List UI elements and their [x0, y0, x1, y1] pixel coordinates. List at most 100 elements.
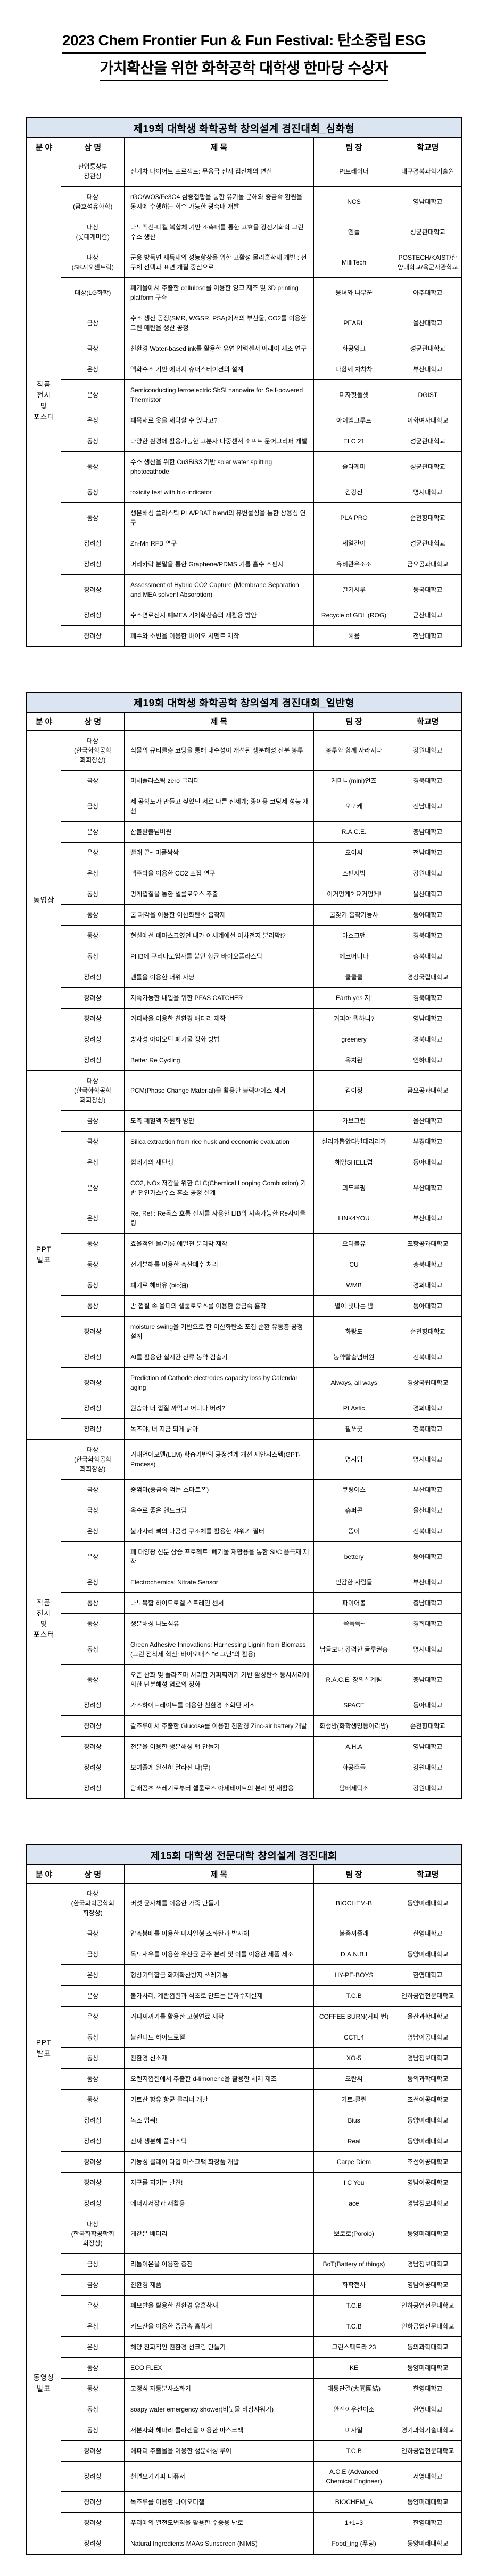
title-cell: 미세플라스틱 zero 글리터 — [124, 770, 314, 791]
award-cell: 금상 — [61, 307, 125, 338]
category-cell: 작품 전시 및 포스터 — [26, 155, 62, 647]
table-row: 은상 맥주박을 이용한 CO2 포집 연구 스펀지박 강원대학교 — [27, 863, 462, 884]
title-cell: 지속가능한 내일을 위한 PFAS CATCHER — [124, 987, 314, 1009]
team-cell: 별이 빛나는 밤 — [313, 1295, 395, 1317]
title-cell: 도축 폐혈액 자원화 방안 — [124, 1110, 314, 1132]
table-row: 장려상 moisture swing을 기반으로 한 이산화탄소 포집 순환 유동… — [27, 1316, 462, 1347]
team-cell: 남들보다 강력한 글루권총 — [313, 1634, 395, 1665]
school-cell: 경남정보대학교 — [394, 2253, 462, 2275]
title-cell: 폐모발을 활용한 친환경 유흡착재 — [124, 2294, 314, 2316]
team-cell: 필쏘굿 — [313, 1418, 395, 1440]
table-row: 동상 멍게껍질을 통한 셀룰로오스 추출 이거멍게? 요거멍게! 울산대학교 — [27, 884, 462, 905]
column-header: 상 명 — [61, 712, 125, 731]
school-cell: 인하공업전문대학교 — [394, 2294, 462, 2316]
table-row: 동상 밤 껍질 속 율피의 셀룰로오스를 이용한 중금속 흡착 별이 빛나는 밤 동아… — [27, 1295, 462, 1317]
column-header: 팀 장 — [313, 1864, 395, 1884]
column-header: 학교명 — [394, 137, 462, 156]
team-cell: 오이씨 — [313, 842, 395, 863]
school-cell: 전남대학교 — [394, 791, 462, 822]
table-row: 동상 soapy water emergency shower(비눗물 비상샤워기… — [27, 2398, 462, 2420]
title-cell: 굴 패각을 이용한 이산화탄소 흡착제 — [124, 904, 314, 926]
table-row: 금상 세 공학도가 만들고 싶었던 서로 다른 신세계; 종이용 코팅제 성능 개… — [27, 791, 462, 822]
title-cell: 진짜 생분해 플라스틱 — [124, 2130, 314, 2152]
team-cell: CU — [313, 1254, 395, 1275]
team-cell: 굴찾기 흡착기능사 — [313, 904, 395, 926]
team-cell: PLA PRO — [313, 502, 395, 533]
team-cell: 아이엠그루트 — [313, 409, 395, 431]
title-cell: 나노멕신-니켈 복합체 기반 조촉매를 통한 고효율 광전기화학 그린 수소 생… — [124, 216, 314, 247]
award-cell: 장려상 — [61, 1418, 125, 1440]
table-row: 장려상 보여줄게 완전히 달라진 나(무) 화공주들 강원대학교 — [27, 1757, 462, 1778]
table-row: 장려상 커피박을 이용한 친환경 배터리 제작 커피야 뭐하니? 영남대학교 — [27, 1008, 462, 1029]
table-row: 은상 폐모발을 활용한 친환경 유흡착재 T.C.B 인하공업전문대학교 — [27, 2294, 462, 2316]
school-cell: 강원대학교 — [394, 730, 462, 771]
school-cell: 울산대학교 — [394, 1500, 462, 1521]
team-cell: 키토-클린 — [313, 2088, 395, 2110]
school-cell: 인하대학교 — [394, 1050, 462, 1071]
title-cell: 오존 산화 및 플라즈마 처리한 커피찌꺼기 기반 활성탄소 동시처리에 의한 … — [124, 1664, 314, 1695]
table-title-row: 제19회 대학생 화학공학 창의설계 경진대회_일반형 — [26, 692, 462, 713]
title-cell: 방사성 아이오딘 폐기물 정화 방법 — [124, 1029, 314, 1050]
title-cell: 빨래 끝~ 미플싹싹 — [124, 842, 314, 863]
column-header: 학교명 — [394, 712, 462, 731]
team-cell: 봉투와 함께 사라지다 — [313, 730, 395, 771]
award-cell: 동상 — [61, 430, 125, 452]
school-cell: 서영대학교 — [394, 2461, 462, 2492]
title-cell: 폐 태양광 신분 상승 프로젝트: 폐기물 재활용을 통한 Si/C 음극재 제… — [124, 1541, 314, 1572]
school-cell: 경북대학교 — [394, 1029, 462, 1050]
table-row: 장려상 AI를 활용한 실시간 잔류 농약 검출기 농약탈출넘버원 전북대학교 — [27, 1347, 462, 1368]
school-cell: 전남대학교 — [394, 842, 462, 863]
table-row: 장려상 녹조류를 이용한 바이오디젤 BIOCHEM_A 동양미래대학교 — [27, 2491, 462, 2513]
school-cell: 인하공업전문대학교 — [394, 2440, 462, 2462]
title-cell: 에너지저장과 재활용 — [124, 2192, 314, 2214]
award-cell: 장려상 — [61, 2532, 125, 2554]
award-cell: 은상 — [61, 409, 125, 431]
title-cell: 블렌디드 하이드로젤 — [124, 2026, 314, 2048]
table-row: 장려상 녹조 멈춰! Bius 동양미래대학교 — [27, 2109, 462, 2131]
award-cell: 대상 (한국화학공학 회회장상) — [61, 1439, 125, 1480]
table-row: 작품 전시 및 포스터 산업통상부 장관상 전기차 다이어트 프로젝트: 무음극 전… — [26, 155, 462, 647]
title-cell: 전기차 다이어트 프로젝트: 무음극 전지 집전체의 변신 — [124, 155, 314, 187]
table-row: 동영상 발표 대상 (한국화학공학회 회장상) 게같은 배터리 뽀로로(Porolo)… — [26, 2213, 462, 2554]
title-cell: 군용 방독면 제독제의 성능향상을 위한 고활성 물리흡착제 개발 : 전구체 … — [124, 246, 314, 278]
award-cell: 장려상 — [61, 1367, 125, 1398]
title-cell: 중꺾마(중금속 꺾는 스마트폰) — [124, 1479, 314, 1500]
school-cell: 부산대학교 — [394, 1203, 462, 1234]
school-cell: 명지대학교 — [394, 481, 462, 503]
table-row: 동영상 대상 (한국화학공학 회회장상) 식물의 큐티클층 코팅을 통해 내수성이 … — [26, 730, 462, 1071]
team-cell: ELC 21 — [313, 430, 395, 452]
school-cell: 포항공과대학교 — [394, 1233, 462, 1254]
table-row: 금상 독도새우를 이용한 유산균 균주 분리 및 이를 이용한 제품 제조 D.A.… — [27, 1943, 462, 1965]
award-cell: 장려상 — [61, 1715, 125, 1737]
school-cell: 성균관대학교 — [394, 532, 462, 554]
award-cell: 은상 — [61, 863, 125, 884]
team-cell: Carpe Diem — [313, 2151, 395, 2173]
title-cell: moisture swing을 기반으로 한 이산화탄소 포집 순환 유동층 공… — [124, 1316, 314, 1347]
title-cell: Green Adhesive Innovations: Harnessing L… — [124, 1634, 314, 1665]
title-cell: PHB에 구리나노입자를 붙인 항균 바이오플라스틱 — [124, 946, 314, 967]
table-row: 장려상 진짜 생분해 플라스틱 Real 동양미래대학교 — [27, 2130, 462, 2152]
table-row: 은상 불가사리, 계란껍질과 식초로 만드는 은하수제설제 T.C.B 인하공업전문대… — [27, 1985, 462, 2007]
table-row: 장려상 지속가능한 내일을 위한 PFAS CATCHER Earth yes 지!… — [27, 987, 462, 1009]
title-cell: 거대언어모델(LLM) 학습기반의 공정설계 개선 제안시스템(GPT-Proc… — [124, 1439, 314, 1480]
award-cell: 동상 — [61, 2047, 125, 2069]
table-row: 동상 ECO FLEX KE 동양미래대학교 — [27, 2357, 462, 2379]
team-cell: PLAstic — [313, 1398, 395, 1419]
team-cell: Always, all ways — [313, 1367, 395, 1398]
table-row: PPT 발표 대상 (한국화학공학 회회장상) PCM(Phase Change M… — [26, 1070, 462, 1440]
table-row: 금상 친환경 Water-based ink를 활용한 유연 압력센서 어레이 제… — [27, 337, 462, 359]
column-header: 상 명 — [61, 1864, 125, 1884]
title-cell: 산불탈출넘버원 — [124, 821, 314, 843]
school-cell: 동양미래대학교 — [394, 1943, 462, 1965]
award-cell: 장려상 — [61, 2130, 125, 2152]
title-cell: 껍데기의 재탄생 — [124, 1152, 314, 1173]
team-cell: 오또케 — [313, 791, 395, 822]
title-cell: 친환경 Water-based ink를 활용한 유연 압력센서 어레이 제조 … — [124, 337, 314, 359]
title-cell: 맥주박을 이용한 CO2 포집 연구 — [124, 863, 314, 884]
award-cell: 장려상 — [61, 553, 125, 575]
award-cell: 장려상 — [61, 1316, 125, 1347]
school-cell: 영남이공대학교 — [394, 2274, 462, 2296]
